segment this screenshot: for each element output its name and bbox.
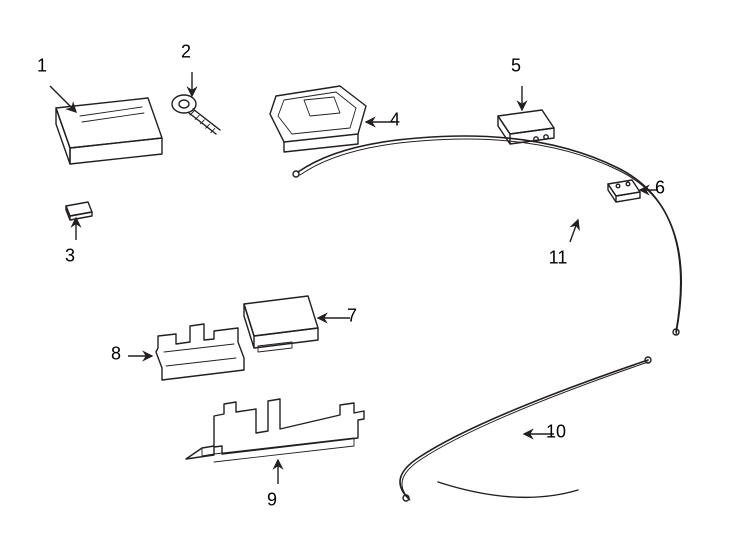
- part-11-cable-b: [300, 139, 682, 335]
- part-2-shaft: [189, 109, 220, 134]
- part-5-port1: [534, 137, 538, 141]
- parts-drawing: [0, 0, 734, 540]
- callout-label-5: 5: [511, 56, 521, 77]
- callout-label-6: 6: [655, 178, 665, 199]
- part-2-head-inner: [179, 100, 189, 108]
- callout-label-7: 7: [347, 306, 357, 327]
- part-8-outline: [156, 324, 244, 380]
- part-9-outline: [186, 399, 364, 459]
- callout-arrow-1: [50, 86, 76, 112]
- part-1-det: [80, 107, 144, 122]
- part-5-port2: [544, 135, 548, 139]
- part-7-front: [244, 304, 318, 348]
- part-11-cable: [298, 136, 681, 332]
- callout-label-8: 8: [111, 344, 121, 365]
- part-10-cable-b: [402, 362, 648, 500]
- part-6-hole1: [616, 184, 620, 188]
- callout-label-10: 10: [546, 422, 566, 443]
- part-3-front: [66, 206, 92, 220]
- part-11-end-a: [293, 171, 299, 177]
- callout-label-9: 9: [267, 490, 277, 511]
- part-4-panel: [304, 97, 340, 116]
- callout-arrow-11: [570, 220, 578, 242]
- part-1-side: [56, 108, 70, 164]
- part-1-front: [70, 138, 162, 164]
- diagram-canvas: 1 2 3 4 5 6 7 8 9 10 11: [0, 0, 734, 540]
- part-1-top: [56, 98, 162, 148]
- part-6-body: [608, 180, 640, 196]
- part-8-det: [164, 344, 236, 366]
- part-10-branch: [438, 482, 578, 497]
- part-6-hole2: [626, 182, 630, 186]
- part-5-top: [498, 110, 554, 134]
- part-6-side: [608, 184, 640, 202]
- callout-label-2: 2: [181, 42, 191, 63]
- callout-label-11: 11: [549, 248, 568, 269]
- part-2-head: [172, 95, 196, 113]
- part-10-cable: [400, 360, 648, 498]
- callout-label-1: 1: [37, 56, 47, 77]
- callout-label-4: 4: [390, 110, 400, 131]
- callout-label-3: 3: [65, 246, 75, 267]
